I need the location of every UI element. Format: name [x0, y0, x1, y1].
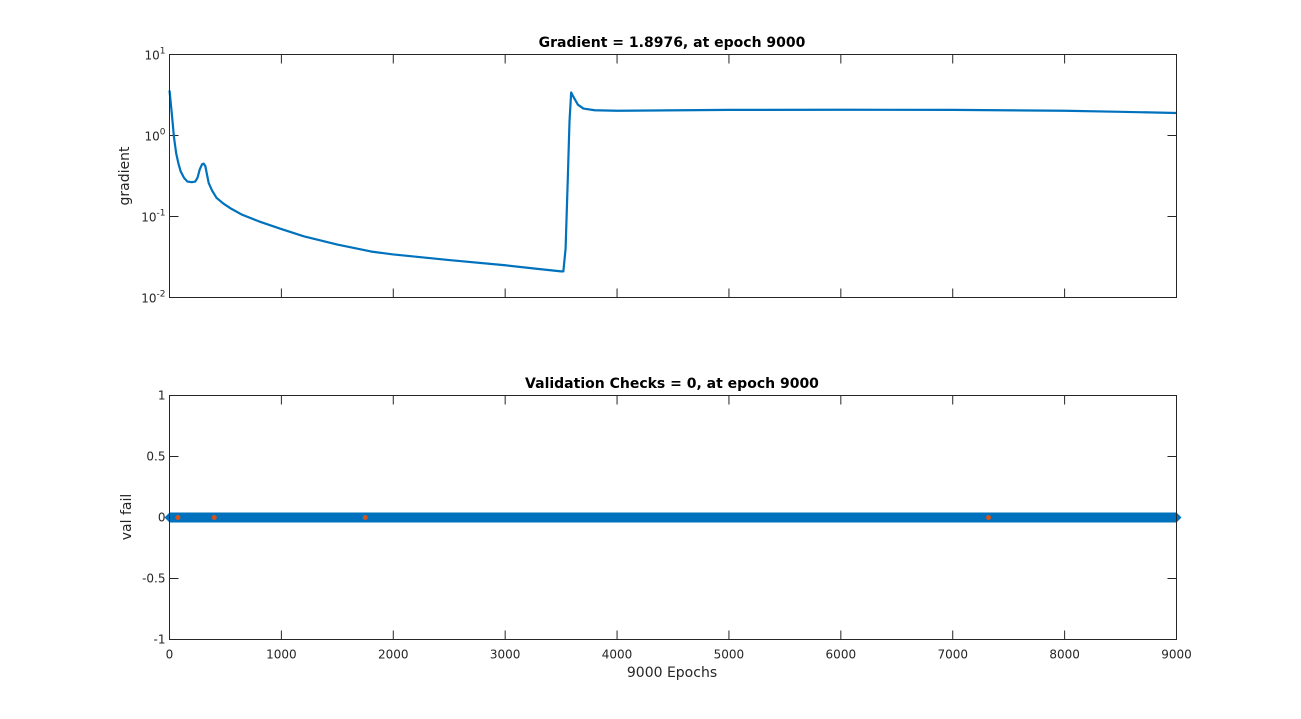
gradient-ticks: [169, 54, 1177, 298]
validation-point-marker: [362, 515, 368, 520]
validation-xtick-label: 5000: [714, 648, 745, 662]
validation-point-marker: [211, 515, 217, 520]
validation-xtick-label: 2000: [378, 648, 409, 662]
validation-ytick-label: -1: [154, 633, 166, 647]
validation-xtick-label: 4000: [602, 648, 633, 662]
validation-ytick-label: -0.5: [142, 572, 165, 586]
validation-ytick-label: 0: [158, 511, 166, 525]
gradient-ytick-exp: -1: [157, 209, 166, 219]
validation-title: Validation Checks = 0, at epoch 9000: [525, 376, 819, 392]
validation-point-marker: [175, 515, 181, 520]
gradient-axes-box: [169, 54, 1177, 298]
validation-xlabel: 9000 Epochs: [627, 665, 717, 681]
validation-markers: [175, 515, 992, 520]
validation-xtick-label: 0: [166, 648, 174, 662]
validation-xtick-label: 7000: [937, 648, 968, 662]
gradient-panel: Gradient = 1.8976, at epoch 9000 gradien…: [117, 35, 1177, 306]
gradient-ytick-exp: 1: [160, 47, 166, 57]
validation-series: [164, 512, 1182, 523]
validation-ytick-label: 0.5: [146, 450, 165, 464]
validation-panel: Validation Checks = 0, at epoch 9000 val…: [119, 376, 1192, 681]
validation-xtick-label: 3000: [490, 648, 521, 662]
gradient-ytick-label: 100: [144, 128, 165, 144]
validation-xtick-label: 1000: [266, 648, 297, 662]
gradient-ytick-base: 10: [144, 49, 159, 63]
gradient-series-line: [168, 90, 1177, 273]
gradient-title: Gradient = 1.8976, at epoch 9000: [539, 35, 806, 51]
validation-ylabel: val fail: [119, 494, 135, 541]
gradient-ytick-label: 10-2: [141, 290, 165, 306]
validation-xtick-labels: 0 1000 2000 3000 4000 5000 6000 7000 8000 9000: [166, 648, 1192, 662]
validation-xtick-label: 6000: [826, 648, 857, 662]
gradient-ytick-base: 10: [141, 292, 156, 306]
validation-xtick-label: 9000: [1161, 648, 1192, 662]
gradient-ytick-base: 10: [144, 130, 159, 144]
gradient-ytick-base: 10: [141, 211, 156, 225]
validation-xtick-label: 8000: [1049, 648, 1080, 662]
validation-ytick-labels: -1 -0.5 0 0.5 1: [142, 389, 165, 647]
gradient-ylabel: gradient: [117, 146, 133, 205]
gradient-ytick-label: 101: [144, 47, 165, 63]
validation-point-marker: [986, 515, 992, 520]
gradient-ytick-label: 10-1: [141, 209, 165, 225]
gradient-ytick-exp: 0: [160, 128, 166, 138]
validation-axes-box: [169, 395, 1177, 640]
validation-ytick-label: 1: [158, 389, 166, 403]
gradient-ytick-exp: -2: [157, 290, 166, 300]
